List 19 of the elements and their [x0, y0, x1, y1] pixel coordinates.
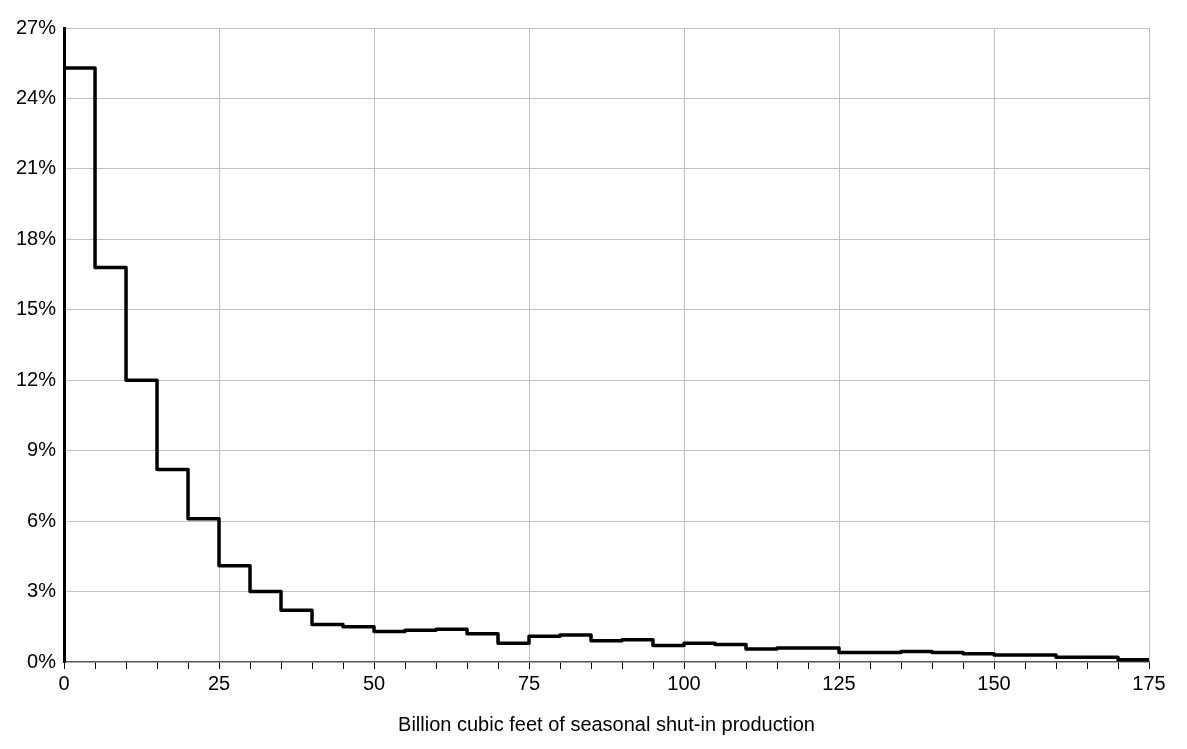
x-tick-label: 75: [517, 671, 541, 694]
y-tick-label: 21%: [16, 156, 57, 179]
x-tick-label: 25: [207, 671, 231, 694]
x-tick-label: 125: [822, 671, 856, 694]
y-tick-label: 18%: [16, 226, 57, 249]
y-tick-label: 0%: [27, 649, 57, 672]
x-tick-label: 100: [667, 671, 701, 694]
y-tick-label: 9%: [27, 438, 57, 461]
x-axis-title: Billion cubic feet of seasonal shut-in production: [398, 712, 815, 735]
x-tick-label: 150: [977, 671, 1011, 694]
y-tick-label: 15%: [16, 297, 57, 320]
x-tick-label: 0: [58, 671, 70, 694]
y-tick-label: 12%: [16, 367, 57, 390]
y-tick-label: 27%: [16, 15, 57, 38]
y-tick-label: 6%: [27, 508, 57, 531]
x-tick-label: 175: [1132, 671, 1166, 694]
y-tick-label: 24%: [16, 85, 57, 108]
y-tick-label: 3%: [27, 579, 57, 602]
x-tick-label: 50: [362, 671, 386, 694]
